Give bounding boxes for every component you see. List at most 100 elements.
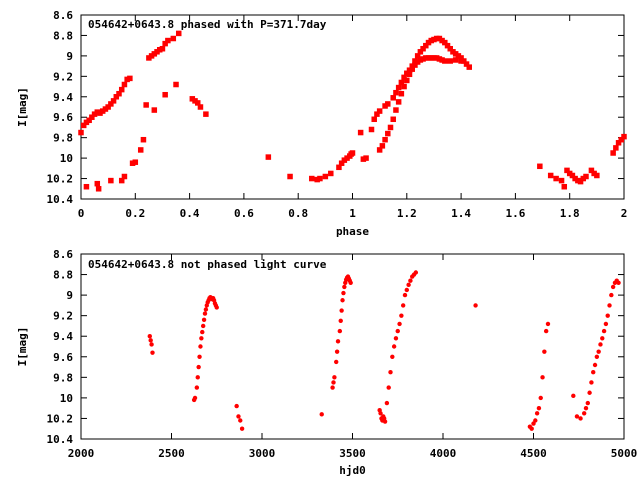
- chart-1-data-point: [466, 64, 472, 70]
- chart-2-data-point: [540, 375, 545, 380]
- chart-2-data-point: [603, 321, 609, 327]
- chart-2-data-point: [393, 336, 399, 341]
- chart-1-data-point: [317, 175, 323, 182]
- chart-1-x-tick-label: 0.8: [288, 207, 308, 220]
- chart-1-data-point: [89, 114, 95, 120]
- chart-2-data-point: [391, 344, 397, 349]
- chart-1-data-point: [401, 83, 407, 90]
- chart-1-data-point: [162, 40, 168, 47]
- chart-1-data-point: [118, 86, 125, 93]
- chart-1-y-tick-label: 9: [66, 50, 73, 63]
- chart-2-data-point: [397, 321, 402, 327]
- chart-1-data-point: [121, 173, 128, 180]
- chart-1-data-point: [349, 150, 356, 156]
- chart-1-data-point: [376, 108, 383, 114]
- chart-2-data-point: [413, 270, 419, 275]
- chart-1-data-point: [395, 99, 402, 105]
- chart-1-data-point: [442, 58, 448, 64]
- chart-2-data-point: [529, 426, 534, 431]
- chart-1-data-point: [618, 136, 625, 143]
- chart-1-data-point: [561, 183, 568, 190]
- chart-1-data-point: [404, 77, 410, 84]
- chart-2-y-tick-label: 8.6: [53, 248, 73, 261]
- chart-2-data-point: [342, 284, 347, 290]
- chart-1-data-point: [398, 90, 405, 97]
- chart-2-data-point: [592, 362, 598, 368]
- chart-2-y-tick-label: 8.8: [53, 269, 73, 282]
- chart-1-x-tick-label: 1: [349, 207, 356, 220]
- chart-2-data-point: [601, 328, 607, 334]
- chart-2-data-point: [338, 318, 343, 324]
- chart-2-data-point: [196, 364, 201, 370]
- chart-2-data-point: [200, 323, 206, 329]
- chart-2-data-point: [585, 400, 590, 406]
- chart-2-data-point: [399, 313, 404, 318]
- chart-2-x-tick-label: 4500: [520, 447, 547, 460]
- chart-1-x-tick-label: 1.8: [560, 207, 580, 220]
- chart-1-x-tick-label: 1.6: [505, 207, 525, 220]
- chart-2-y-tick-label: 9.6: [53, 351, 73, 364]
- chart-1-data-point: [463, 61, 470, 67]
- chart-1-data-point: [265, 154, 272, 160]
- chart-2-x-tick-label: 3000: [249, 447, 276, 460]
- chart-1-data-point: [159, 45, 166, 52]
- chart-2-data-point: [578, 416, 583, 421]
- chart-2-data-point: [348, 280, 353, 285]
- chart-2-y-tick-label: 9.8: [53, 371, 73, 384]
- chart-1-data-point: [338, 160, 345, 166]
- chart-1-data-point: [143, 102, 149, 108]
- chart-2-data-point: [332, 375, 337, 380]
- chart-2-data-point: [319, 412, 324, 417]
- chart-2-data-point: [536, 405, 542, 411]
- chart-1-data-point: [127, 75, 133, 82]
- chart-2-data-point: [538, 395, 543, 401]
- chart-2-data-point: [594, 354, 600, 359]
- chart-2-data-point: [543, 328, 549, 334]
- chart-1-data-point: [363, 155, 369, 161]
- chart-2-data-point: [404, 287, 409, 293]
- chart-1-data-point: [610, 150, 616, 156]
- chart-1-y-tick-label: 10.2: [47, 173, 74, 186]
- chart-1-data-point: [414, 53, 421, 59]
- chart-2-x-axis-label: hjd0: [339, 464, 366, 477]
- chart-2-data-point: [388, 369, 393, 375]
- chart-2-data-point: [581, 411, 587, 416]
- chart-2-data-point: [395, 328, 400, 334]
- chart-2-x-tick-label: 2500: [158, 447, 185, 460]
- chart-2-data-point: [199, 336, 204, 341]
- chart-2-data-point: [239, 426, 245, 431]
- chart-2-data-point: [335, 339, 341, 344]
- chart-1-data-point: [458, 55, 464, 61]
- chart-2-x-tick-label: 5000: [611, 447, 638, 460]
- chart-1-data-point: [452, 57, 459, 63]
- chart-2-data-point: [534, 411, 540, 416]
- chart-2-data-point: [596, 349, 601, 354]
- chart-2-y-tick-label: 9.4: [53, 330, 73, 343]
- chart-2-data-point: [341, 290, 346, 296]
- chart-2-data-point: [533, 418, 538, 423]
- chart-2-data-point: [195, 375, 200, 380]
- chart-2-data-point: [610, 284, 616, 290]
- chart-1-data-point: [444, 42, 451, 49]
- chart-1-data-point: [569, 172, 576, 179]
- chart-1-x-tick-label: 0: [78, 207, 85, 220]
- chart-2-x-tick-label: 4000: [430, 447, 457, 460]
- chart-2-data-point: [609, 292, 614, 298]
- chart-1-data-point: [116, 90, 122, 97]
- chart-1-data-point: [110, 98, 117, 104]
- chart-2-data-point: [583, 405, 589, 411]
- chart-1-data-point: [376, 147, 383, 153]
- chart-1-data-point: [197, 104, 204, 110]
- chart-1-y-tick-label: 8.6: [53, 9, 73, 22]
- chart-1-data-point: [385, 130, 391, 137]
- chart-2-data-point: [400, 303, 406, 308]
- chart-2-data-point: [197, 354, 202, 359]
- chart-1-data-point: [118, 177, 125, 184]
- chart-1-data-point: [322, 173, 329, 180]
- chart-1-data-point: [537, 163, 543, 170]
- chart-1-data-point: [395, 84, 402, 91]
- chart-1-data-point: [170, 35, 177, 42]
- chart-2-y-tick-label: 9: [66, 289, 73, 302]
- chart-2-data-point: [378, 411, 383, 416]
- chart-1-data-point: [621, 133, 627, 140]
